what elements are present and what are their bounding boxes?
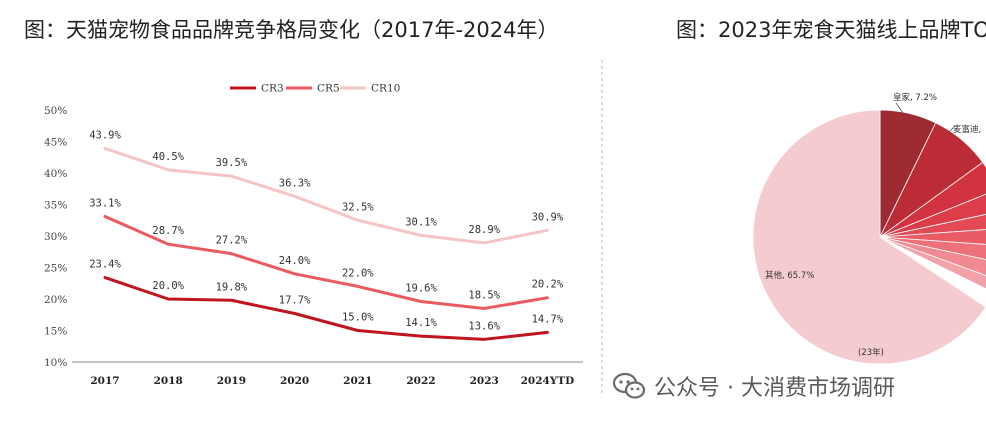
data-label-cr5: 18.5%: [468, 289, 500, 301]
data-label-cr5: 20.2%: [532, 279, 564, 291]
legend-label-cr3: CR3: [261, 83, 284, 95]
data-label-cr3: 14.7%: [532, 313, 564, 325]
data-label-cr10: 36.3%: [279, 177, 311, 189]
legend-label-cr10: CR10: [371, 83, 400, 95]
data-label-cr5: 22.0%: [342, 267, 374, 279]
data-label-cr3: 15.0%: [342, 312, 374, 324]
y-tick-label: 25%: [44, 263, 67, 275]
x-tick-label: 2021: [343, 375, 372, 387]
y-tick-label: 45%: [44, 137, 67, 149]
x-tick-label: 2024YTD: [521, 375, 575, 387]
pie-label-royal: 皇家, 7.2%: [893, 92, 937, 103]
series-line-cr10: [103, 146, 549, 245]
data-label-cr3: 17.7%: [279, 294, 311, 306]
data-label-cr10: 28.9%: [468, 224, 500, 236]
x-tick-label: 2019: [217, 375, 246, 387]
data-label-cr10: 30.9%: [532, 211, 564, 223]
pie-slice-brand: [879, 236, 986, 260]
pie-year-label: (23年): [858, 347, 884, 358]
pie-slice-brand: [879, 236, 986, 290]
data-label-cr5: 19.6%: [405, 283, 437, 295]
y-tick-label: 40%: [44, 168, 67, 180]
data-label-cr10: 39.5%: [216, 157, 248, 169]
data-label-cr3: 20.0%: [152, 280, 184, 292]
data-label-cr10: 43.9%: [89, 129, 121, 141]
x-tick-label: 2023: [470, 375, 499, 387]
pie-leader-line: [947, 125, 956, 134]
data-label-cr3: 19.8%: [216, 281, 248, 293]
pie-leader-line: [895, 102, 904, 114]
watermark-text: 公众号 · 大消费市场调研: [654, 376, 895, 401]
data-label-cr5: 33.1%: [89, 197, 121, 209]
legend-label-cr5: CR5: [317, 83, 340, 95]
x-tick-label: 2020: [280, 375, 309, 387]
data-label-cr10: 40.5%: [152, 151, 184, 163]
y-tick-label: 10%: [44, 357, 67, 369]
x-tick-label: 2022: [406, 375, 435, 387]
pie-label-mcfoodie: 麦富迪,: [953, 124, 981, 135]
wechat-icon: [612, 371, 646, 401]
data-label-cr10: 30.1%: [405, 216, 437, 228]
y-tick-label: 15%: [44, 326, 67, 338]
y-tick-label: 20%: [44, 294, 67, 306]
x-tick-label: 2017: [90, 375, 119, 387]
pie-slice-brand: [879, 161, 986, 238]
data-label-cr10: 32.5%: [342, 201, 374, 213]
pie-slice-brand: [879, 236, 986, 277]
y-tick-label: 50%: [44, 105, 67, 117]
y-tick-label: 35%: [44, 200, 67, 212]
pie-slice-brand: [879, 229, 986, 245]
watermark: 公众号 · 大消费市场调研: [612, 370, 895, 402]
pie-slice-other: [752, 109, 986, 365]
x-tick-label: 2018: [154, 375, 183, 387]
data-label-cr5: 28.7%: [152, 225, 184, 237]
data-label-cr5: 27.2%: [216, 235, 248, 247]
y-tick-label: 30%: [44, 231, 67, 243]
data-label-cr3: 13.6%: [468, 320, 500, 332]
pie-label-other: 其他, 65.7%: [765, 270, 814, 281]
series-line-cr5: [103, 214, 549, 310]
data-label-cr3: 14.1%: [405, 317, 437, 329]
pie-slice-brand: [879, 193, 986, 238]
left-chart-title: 图：天猫宠物食品品牌竞争格局变化（2017年-2024年）: [24, 18, 559, 42]
data-label-cr3: 23.4%: [89, 259, 121, 271]
series-line-cr3: [103, 276, 549, 341]
right-chart-title: 图：2023年宠食天猫线上品牌TO: [676, 18, 986, 42]
data-label-cr5: 24.0%: [279, 255, 311, 267]
